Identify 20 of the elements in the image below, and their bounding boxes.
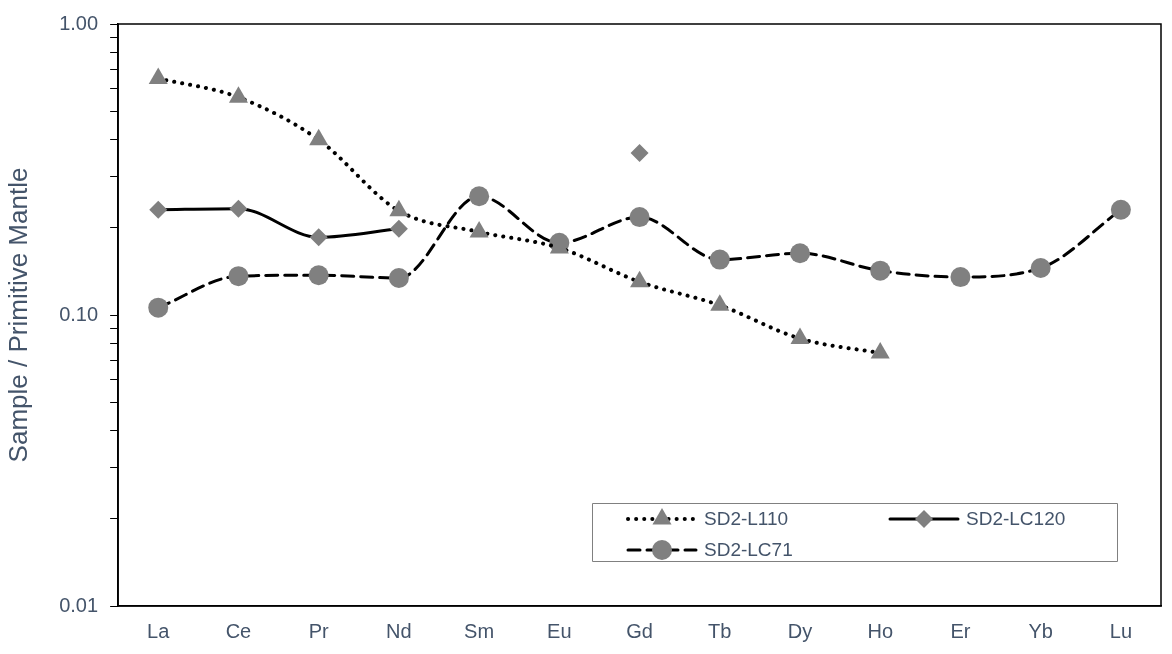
- x-tick-label: Nd: [386, 619, 412, 642]
- x-tick-label: Yb: [1028, 619, 1053, 642]
- x-tick-label: Gd: [626, 619, 653, 642]
- legend-label: SD2-LC120: [966, 508, 1066, 530]
- legend-label: SD2-LC71: [704, 539, 793, 561]
- x-tick-label: Tb: [708, 619, 732, 642]
- y-axis-title: Sample / Primitive Mantle: [2, 167, 33, 463]
- x-tick-label: Dy: [787, 619, 813, 642]
- x-tick-label: Er: [950, 619, 971, 642]
- legend-label: SD2-L110: [704, 508, 789, 530]
- x-tick-label: Eu: [547, 619, 572, 642]
- x-tick-label: La: [147, 619, 171, 642]
- y-tick-label: 0.10: [59, 302, 99, 325]
- y-tick-label: 0.01: [59, 593, 99, 616]
- x-tick-label: Ce: [225, 619, 252, 642]
- x-tick-label: Ho: [867, 619, 894, 642]
- x-tick-label: Pr: [308, 619, 330, 642]
- x-tick-label: Sm: [464, 619, 495, 642]
- y-tick-label: 1.00: [59, 11, 99, 34]
- x-tick-label: Lu: [1109, 619, 1133, 642]
